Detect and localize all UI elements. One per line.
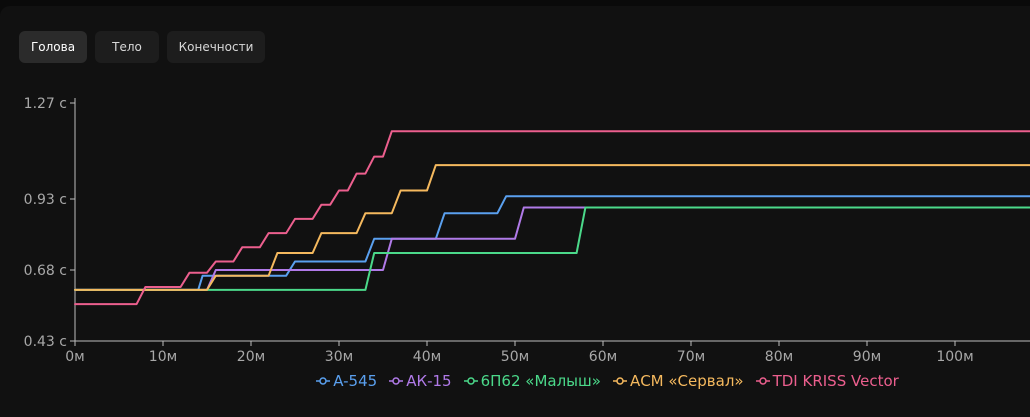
- legend-marker-icon: [463, 377, 478, 385]
- series-line-3: [74, 164, 1030, 291]
- y-tick-label: 1.27 с: [24, 96, 67, 112]
- legend-item-1[interactable]: АК-15: [389, 372, 452, 390]
- tab-head[interactable]: Голова: [19, 31, 87, 63]
- x-tick-label: 0м: [65, 349, 84, 365]
- legend-label: АСМ «Сервал»: [629, 372, 744, 390]
- legend-item-3[interactable]: АСМ «Сервал»: [612, 372, 744, 390]
- series-line-1: [74, 206, 1030, 291]
- x-tick-label: 50м: [501, 349, 529, 365]
- legend-label: A-545: [333, 372, 378, 390]
- x-tick-label: 40м: [413, 349, 441, 365]
- x-tick-label: 80м: [765, 349, 793, 365]
- x-tick-label: 90м: [853, 349, 881, 365]
- legend-item-4[interactable]: TDI KRISS Vector: [755, 372, 899, 390]
- chart-series: [74, 130, 1030, 306]
- y-tick-label: 0.43 с: [24, 334, 67, 350]
- series-line-0: [74, 195, 1030, 291]
- legend-label: АК-15: [406, 372, 452, 390]
- series-line-2: [74, 206, 1030, 291]
- y-tick-label: 0.68 с: [24, 263, 67, 279]
- legend-marker-icon: [755, 377, 770, 385]
- legend-item-0[interactable]: A-545: [316, 372, 377, 390]
- legend-marker-icon: [389, 377, 404, 385]
- x-tick-label: 100м: [936, 349, 973, 365]
- legend-marker-icon: [612, 377, 627, 385]
- x-tick-label: 70м: [677, 349, 705, 365]
- hit-zone-tabs: Голова Тело Конечности: [19, 31, 265, 63]
- x-tick-label: 20м: [237, 349, 265, 365]
- tab-body[interactable]: Тело: [95, 31, 159, 63]
- x-tick-label: 60м: [589, 349, 617, 365]
- x-tick-label: 10м: [149, 349, 177, 365]
- chart-panel: [0, 6, 1030, 417]
- legend-marker-icon: [316, 377, 331, 385]
- chart-legend: A-545 АК-15 6П62 «Малыш» АСМ «Сервал» TDI KR…: [0, 372, 1030, 390]
- chart-axes: 0.43 с 0.68 с 0.93 с 1.27 с 0м 10м 20м 30м 40м 50…: [24, 96, 1030, 365]
- y-tick-label: 0.93 с: [24, 192, 67, 208]
- x-tick-label: 30м: [325, 349, 353, 365]
- legend-label: TDI KRISS Vector: [772, 372, 899, 390]
- tab-limbs[interactable]: Конечности: [167, 31, 265, 63]
- legend-item-2[interactable]: 6П62 «Малыш»: [463, 372, 601, 390]
- legend-label: 6П62 «Малыш»: [480, 372, 601, 390]
- series-line-4: [74, 130, 1030, 306]
